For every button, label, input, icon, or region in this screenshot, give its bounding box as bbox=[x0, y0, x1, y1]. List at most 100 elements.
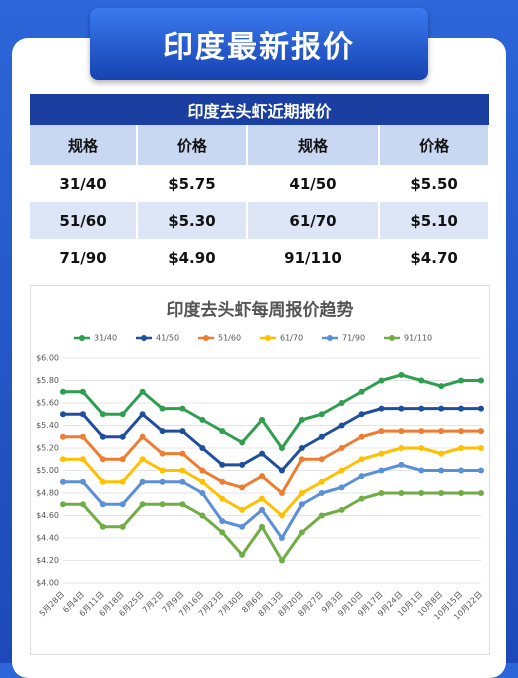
data-point bbox=[438, 490, 445, 496]
data-point bbox=[199, 467, 206, 474]
data-point bbox=[338, 506, 345, 513]
table-title: 印度去头虾近期报价 bbox=[30, 94, 489, 125]
data-point bbox=[438, 405, 445, 412]
data-point bbox=[159, 450, 166, 457]
y-tick-label: $5.80 bbox=[36, 376, 59, 385]
data-point bbox=[99, 523, 106, 530]
data-point bbox=[60, 478, 66, 485]
data-point bbox=[119, 478, 126, 485]
data-point bbox=[259, 523, 266, 530]
data-point bbox=[418, 467, 425, 474]
table-row: 31/40 $5.75 41/50 $5.50 bbox=[30, 165, 490, 202]
data-point bbox=[60, 456, 66, 463]
data-point bbox=[99, 478, 106, 485]
data-point bbox=[458, 405, 465, 412]
table-cell: 71/90 bbox=[30, 239, 139, 276]
data-point bbox=[438, 428, 445, 435]
legend-label: 51/60 bbox=[218, 334, 241, 343]
data-point bbox=[298, 416, 305, 423]
data-point bbox=[219, 529, 226, 536]
data-point bbox=[79, 388, 86, 395]
table-row: 51/60 $5.30 61/70 $5.10 bbox=[30, 202, 490, 239]
data-point bbox=[139, 433, 146, 440]
data-point bbox=[418, 445, 425, 451]
data-point bbox=[259, 473, 266, 480]
data-point bbox=[478, 428, 484, 435]
legend-label: 41/50 bbox=[156, 334, 179, 343]
data-point bbox=[79, 478, 86, 485]
data-point bbox=[458, 467, 465, 474]
data-point bbox=[458, 377, 465, 384]
data-point bbox=[99, 433, 106, 440]
data-point bbox=[458, 428, 465, 435]
data-point bbox=[60, 433, 66, 440]
legend-marker bbox=[203, 335, 209, 341]
data-point bbox=[438, 467, 445, 474]
data-point bbox=[418, 490, 425, 496]
data-point bbox=[219, 428, 226, 435]
y-tick-label: $6.00 bbox=[36, 354, 59, 363]
data-point bbox=[278, 467, 285, 474]
data-point bbox=[278, 445, 285, 451]
data-point bbox=[199, 478, 206, 485]
data-point bbox=[259, 495, 266, 502]
data-point bbox=[318, 433, 325, 440]
data-point bbox=[318, 411, 325, 418]
table-cell: $5.50 bbox=[379, 165, 490, 202]
data-point bbox=[239, 439, 246, 446]
data-point bbox=[298, 501, 305, 508]
data-point bbox=[358, 456, 365, 463]
data-point bbox=[378, 428, 385, 435]
legend-marker bbox=[79, 335, 85, 341]
data-point bbox=[219, 495, 226, 502]
table-cell: 51/60 bbox=[30, 202, 139, 239]
data-point bbox=[318, 490, 325, 496]
data-point bbox=[418, 405, 425, 412]
data-point bbox=[159, 405, 166, 412]
column-header: 价格 bbox=[379, 125, 490, 165]
data-point bbox=[398, 490, 405, 496]
legend-marker bbox=[327, 335, 333, 341]
data-point bbox=[478, 445, 484, 451]
y-tick-label: $5.40 bbox=[36, 421, 59, 430]
data-point bbox=[478, 467, 484, 474]
data-point bbox=[458, 490, 465, 496]
column-header: 价格 bbox=[137, 125, 248, 165]
table-cell: $5.75 bbox=[137, 165, 248, 202]
data-point bbox=[378, 377, 385, 384]
data-point bbox=[398, 445, 405, 451]
data-point bbox=[99, 501, 106, 508]
data-point bbox=[60, 501, 66, 508]
table-cell: 41/50 bbox=[246, 165, 381, 202]
page: 印度最新报价 印度去头虾近期报价 规格 价格 规格 价格 31/40 $5.75 41/5… bbox=[0, 0, 518, 663]
data-point bbox=[318, 478, 325, 485]
data-point bbox=[239, 506, 246, 513]
data-point bbox=[438, 383, 445, 390]
table-cell: $4.70 bbox=[379, 239, 490, 276]
data-point bbox=[60, 388, 66, 395]
data-point bbox=[60, 411, 66, 418]
y-tick-label: $4.20 bbox=[36, 556, 59, 565]
chart-title: 印度去头虾每周报价趋势 bbox=[167, 300, 354, 321]
data-point bbox=[398, 461, 405, 468]
table-cell: 91/110 bbox=[246, 239, 381, 276]
data-point bbox=[478, 490, 484, 496]
data-point bbox=[179, 467, 186, 474]
legend-marker bbox=[265, 335, 271, 341]
data-point bbox=[358, 388, 365, 395]
data-point bbox=[338, 467, 345, 474]
series-line bbox=[63, 463, 481, 540]
data-point bbox=[139, 478, 146, 485]
data-point bbox=[159, 501, 166, 508]
data-point bbox=[79, 411, 86, 418]
legend-label: 91/110 bbox=[404, 334, 432, 343]
table-cell: $5.10 bbox=[379, 202, 490, 239]
data-point bbox=[338, 484, 345, 491]
data-point bbox=[418, 377, 425, 384]
data-point bbox=[219, 518, 226, 525]
data-point bbox=[338, 400, 345, 406]
data-point bbox=[298, 456, 305, 463]
legend-label: 31/40 bbox=[94, 334, 117, 343]
data-point bbox=[438, 450, 445, 457]
table-row: 71/90 $4.90 91/110 $4.70 bbox=[30, 239, 490, 276]
